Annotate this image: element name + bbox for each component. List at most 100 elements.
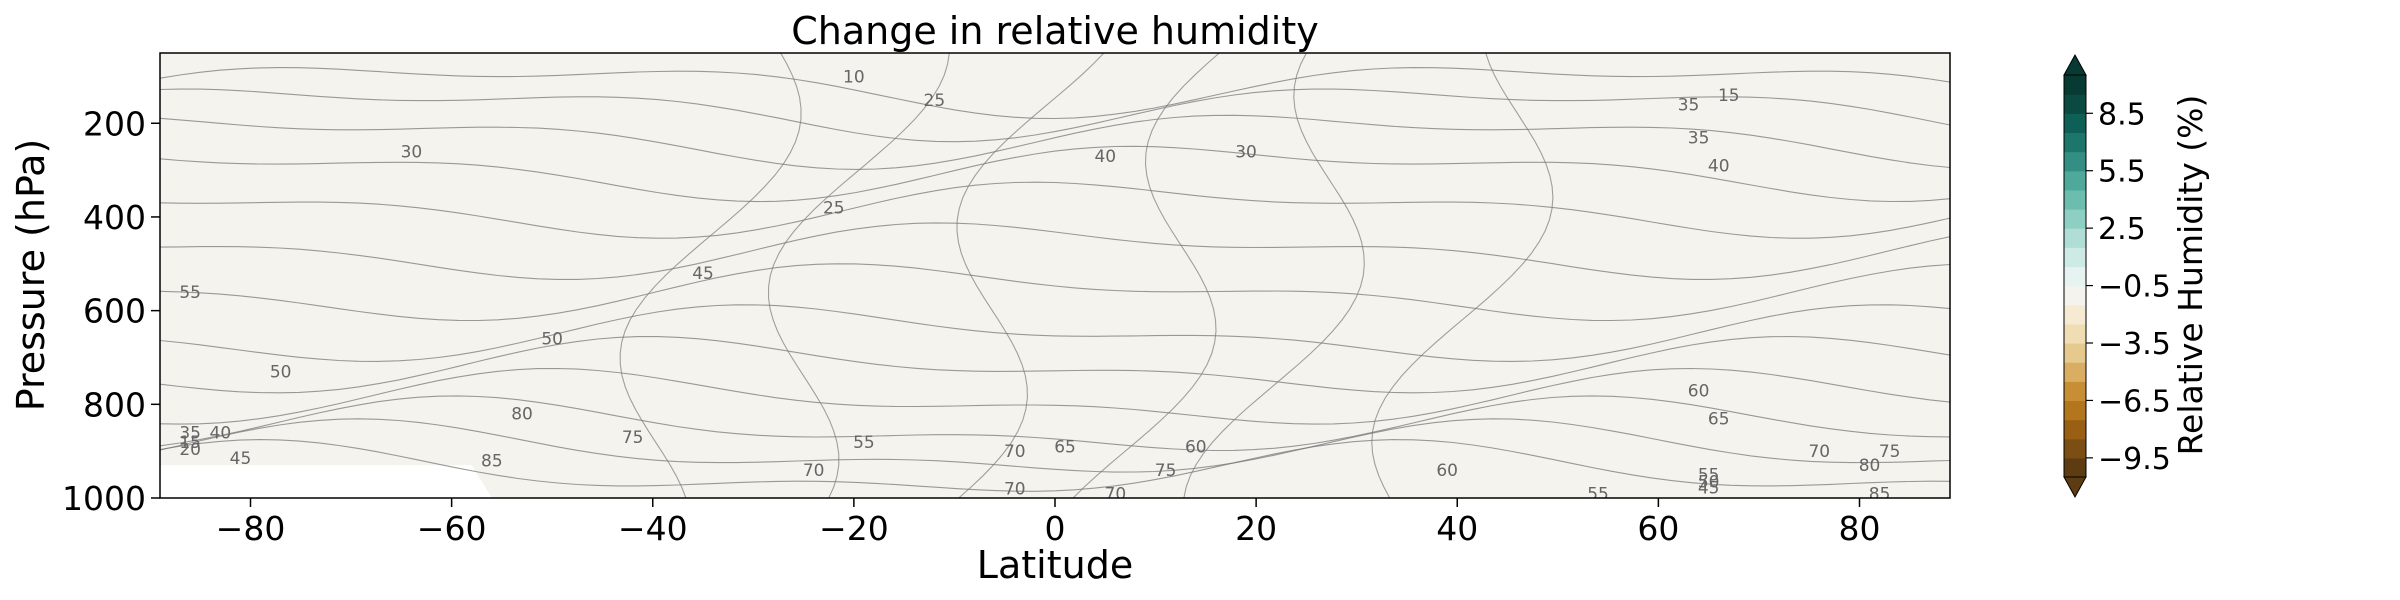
contour-line bbox=[160, 367, 1950, 425]
y-tick-label: 1000 bbox=[62, 479, 146, 518]
contour-line bbox=[160, 439, 1950, 492]
contour-line bbox=[956, 53, 1105, 498]
colorbar-tick-label: 8.5 bbox=[2098, 97, 2146, 132]
contour-label: 50 bbox=[541, 330, 563, 350]
contour-label: 60 bbox=[1688, 381, 1710, 401]
x-tick-label: 80 bbox=[1838, 509, 1880, 548]
contour-label: 80 bbox=[511, 405, 533, 425]
contour-line bbox=[1183, 53, 1365, 498]
contour-line bbox=[160, 335, 1950, 394]
x-tick-label: 0 bbox=[1045, 509, 1066, 548]
contour-label: 75 bbox=[1155, 461, 1177, 481]
contour-label: 15 bbox=[1718, 86, 1740, 106]
contour-label: 15 bbox=[179, 433, 201, 453]
x-axis: −80 −60 −40 −20 0 20 40 60 80 bbox=[216, 498, 1880, 548]
contour-label: 10 bbox=[843, 67, 865, 87]
contour-line bbox=[160, 88, 1950, 143]
colorbar-tick-label: −3.5 bbox=[2098, 327, 2171, 362]
y-axis-label: Pressure (hPa) bbox=[9, 139, 53, 412]
contour-label: 60 bbox=[1436, 461, 1458, 481]
humidity-anomaly-field bbox=[160, 465, 492, 498]
x-tick-label: −60 bbox=[417, 509, 487, 548]
x-tick-label: −40 bbox=[618, 509, 688, 548]
contour-label: 55 bbox=[1587, 484, 1609, 504]
contour-line bbox=[1072, 53, 1220, 498]
y-axis: 200 400 600 800 1000 bbox=[62, 104, 160, 518]
contour-label: 40 bbox=[1094, 147, 1116, 167]
colorbar-label: Relative Humidity (%) bbox=[2171, 95, 2210, 456]
contour-line bbox=[160, 181, 1950, 239]
contour-label: 25 bbox=[924, 91, 946, 111]
contour-label: 35 bbox=[1688, 128, 1710, 148]
contour-label: 20 bbox=[179, 440, 201, 460]
contour-label: 75 bbox=[622, 428, 644, 448]
contour-label: 35 bbox=[179, 423, 201, 443]
contour-label: 75 bbox=[1879, 442, 1901, 462]
colorbar-segment bbox=[2064, 189, 2086, 210]
contour-label: 65 bbox=[1708, 409, 1730, 429]
colorbar-tick-label: 2.5 bbox=[2098, 212, 2146, 247]
colorbar-segment bbox=[2064, 381, 2086, 402]
contour-label: 70 bbox=[1105, 484, 1127, 504]
contour-label: 70 bbox=[1808, 442, 1830, 462]
y-tick-label: 600 bbox=[83, 292, 146, 331]
y-tick-label: 400 bbox=[83, 198, 146, 237]
colorbar-segment bbox=[2064, 419, 2086, 440]
contour-line bbox=[160, 263, 1950, 322]
colorbar-segment bbox=[2064, 362, 2086, 382]
colorbar-segment bbox=[2064, 304, 2086, 325]
colorbar-segment bbox=[2064, 343, 2086, 363]
contour-line bbox=[160, 114, 1950, 170]
colorbar: 8.5 5.5 2.5 −0.5 −3.5 −6.5 −9.5 bbox=[2063, 53, 2171, 499]
x-tick-label: −80 bbox=[216, 509, 286, 548]
chart-title: Change in relative humidity bbox=[791, 9, 1319, 53]
colorbar-frame bbox=[2063, 74, 2087, 478]
colorbar-segment bbox=[2064, 228, 2086, 248]
contour-label: 35 bbox=[1678, 96, 1700, 116]
contour-label: 60 bbox=[1185, 437, 1207, 457]
contour-label: 80 bbox=[1859, 456, 1881, 476]
colorbar-tick-label: −9.5 bbox=[2098, 442, 2171, 477]
colorbar-segment bbox=[2064, 247, 2086, 268]
colorbar-tick-label: 5.5 bbox=[2098, 155, 2146, 190]
x-tick-label: −20 bbox=[819, 509, 889, 548]
x-axis-label: Latitude bbox=[977, 543, 1133, 587]
contour-label: 70 bbox=[1004, 480, 1026, 500]
contour-label: 55 bbox=[1698, 466, 1720, 486]
contour-line bbox=[160, 418, 1950, 473]
colorbar-segment bbox=[2064, 113, 2086, 134]
colorbar-segment bbox=[2064, 151, 2086, 172]
x-tick-label: 60 bbox=[1637, 509, 1679, 548]
colorbar-tick-label: −6.5 bbox=[2098, 384, 2171, 419]
contour-line bbox=[619, 53, 802, 498]
contour-line bbox=[160, 145, 1950, 203]
colorbar-segment bbox=[2064, 132, 2086, 153]
colorbar-segment bbox=[2064, 94, 2086, 114]
contour-label: 30 bbox=[401, 142, 423, 162]
contour-label: 45 bbox=[230, 449, 252, 469]
contour-label: 50 bbox=[1698, 473, 1720, 493]
colorbar-segment bbox=[2064, 75, 2086, 95]
plot-background bbox=[160, 53, 1950, 498]
x-tick-label: 40 bbox=[1436, 509, 1478, 548]
contour-label: 65 bbox=[1054, 437, 1076, 457]
contour-label: 40 bbox=[210, 423, 232, 443]
colorbar-segment bbox=[2064, 285, 2086, 306]
colorbar-segment bbox=[2064, 170, 2086, 191]
contour-label: 85 bbox=[481, 452, 503, 472]
contour-label: 40 bbox=[1708, 156, 1730, 176]
contour-label: 70 bbox=[1004, 442, 1026, 462]
contour-label: 45 bbox=[692, 264, 714, 284]
contour-line bbox=[160, 395, 1950, 452]
x-tick-label: 20 bbox=[1235, 509, 1277, 548]
colorbar-segment bbox=[2064, 438, 2086, 459]
colorbar-segment bbox=[2064, 457, 2086, 478]
missing-data-region bbox=[160, 465, 492, 498]
contour-line bbox=[767, 53, 950, 498]
contour-lines bbox=[160, 53, 1950, 498]
contour-line bbox=[160, 304, 1950, 362]
contour-label: 30 bbox=[1235, 142, 1257, 162]
colorbar-segment bbox=[2064, 323, 2086, 344]
